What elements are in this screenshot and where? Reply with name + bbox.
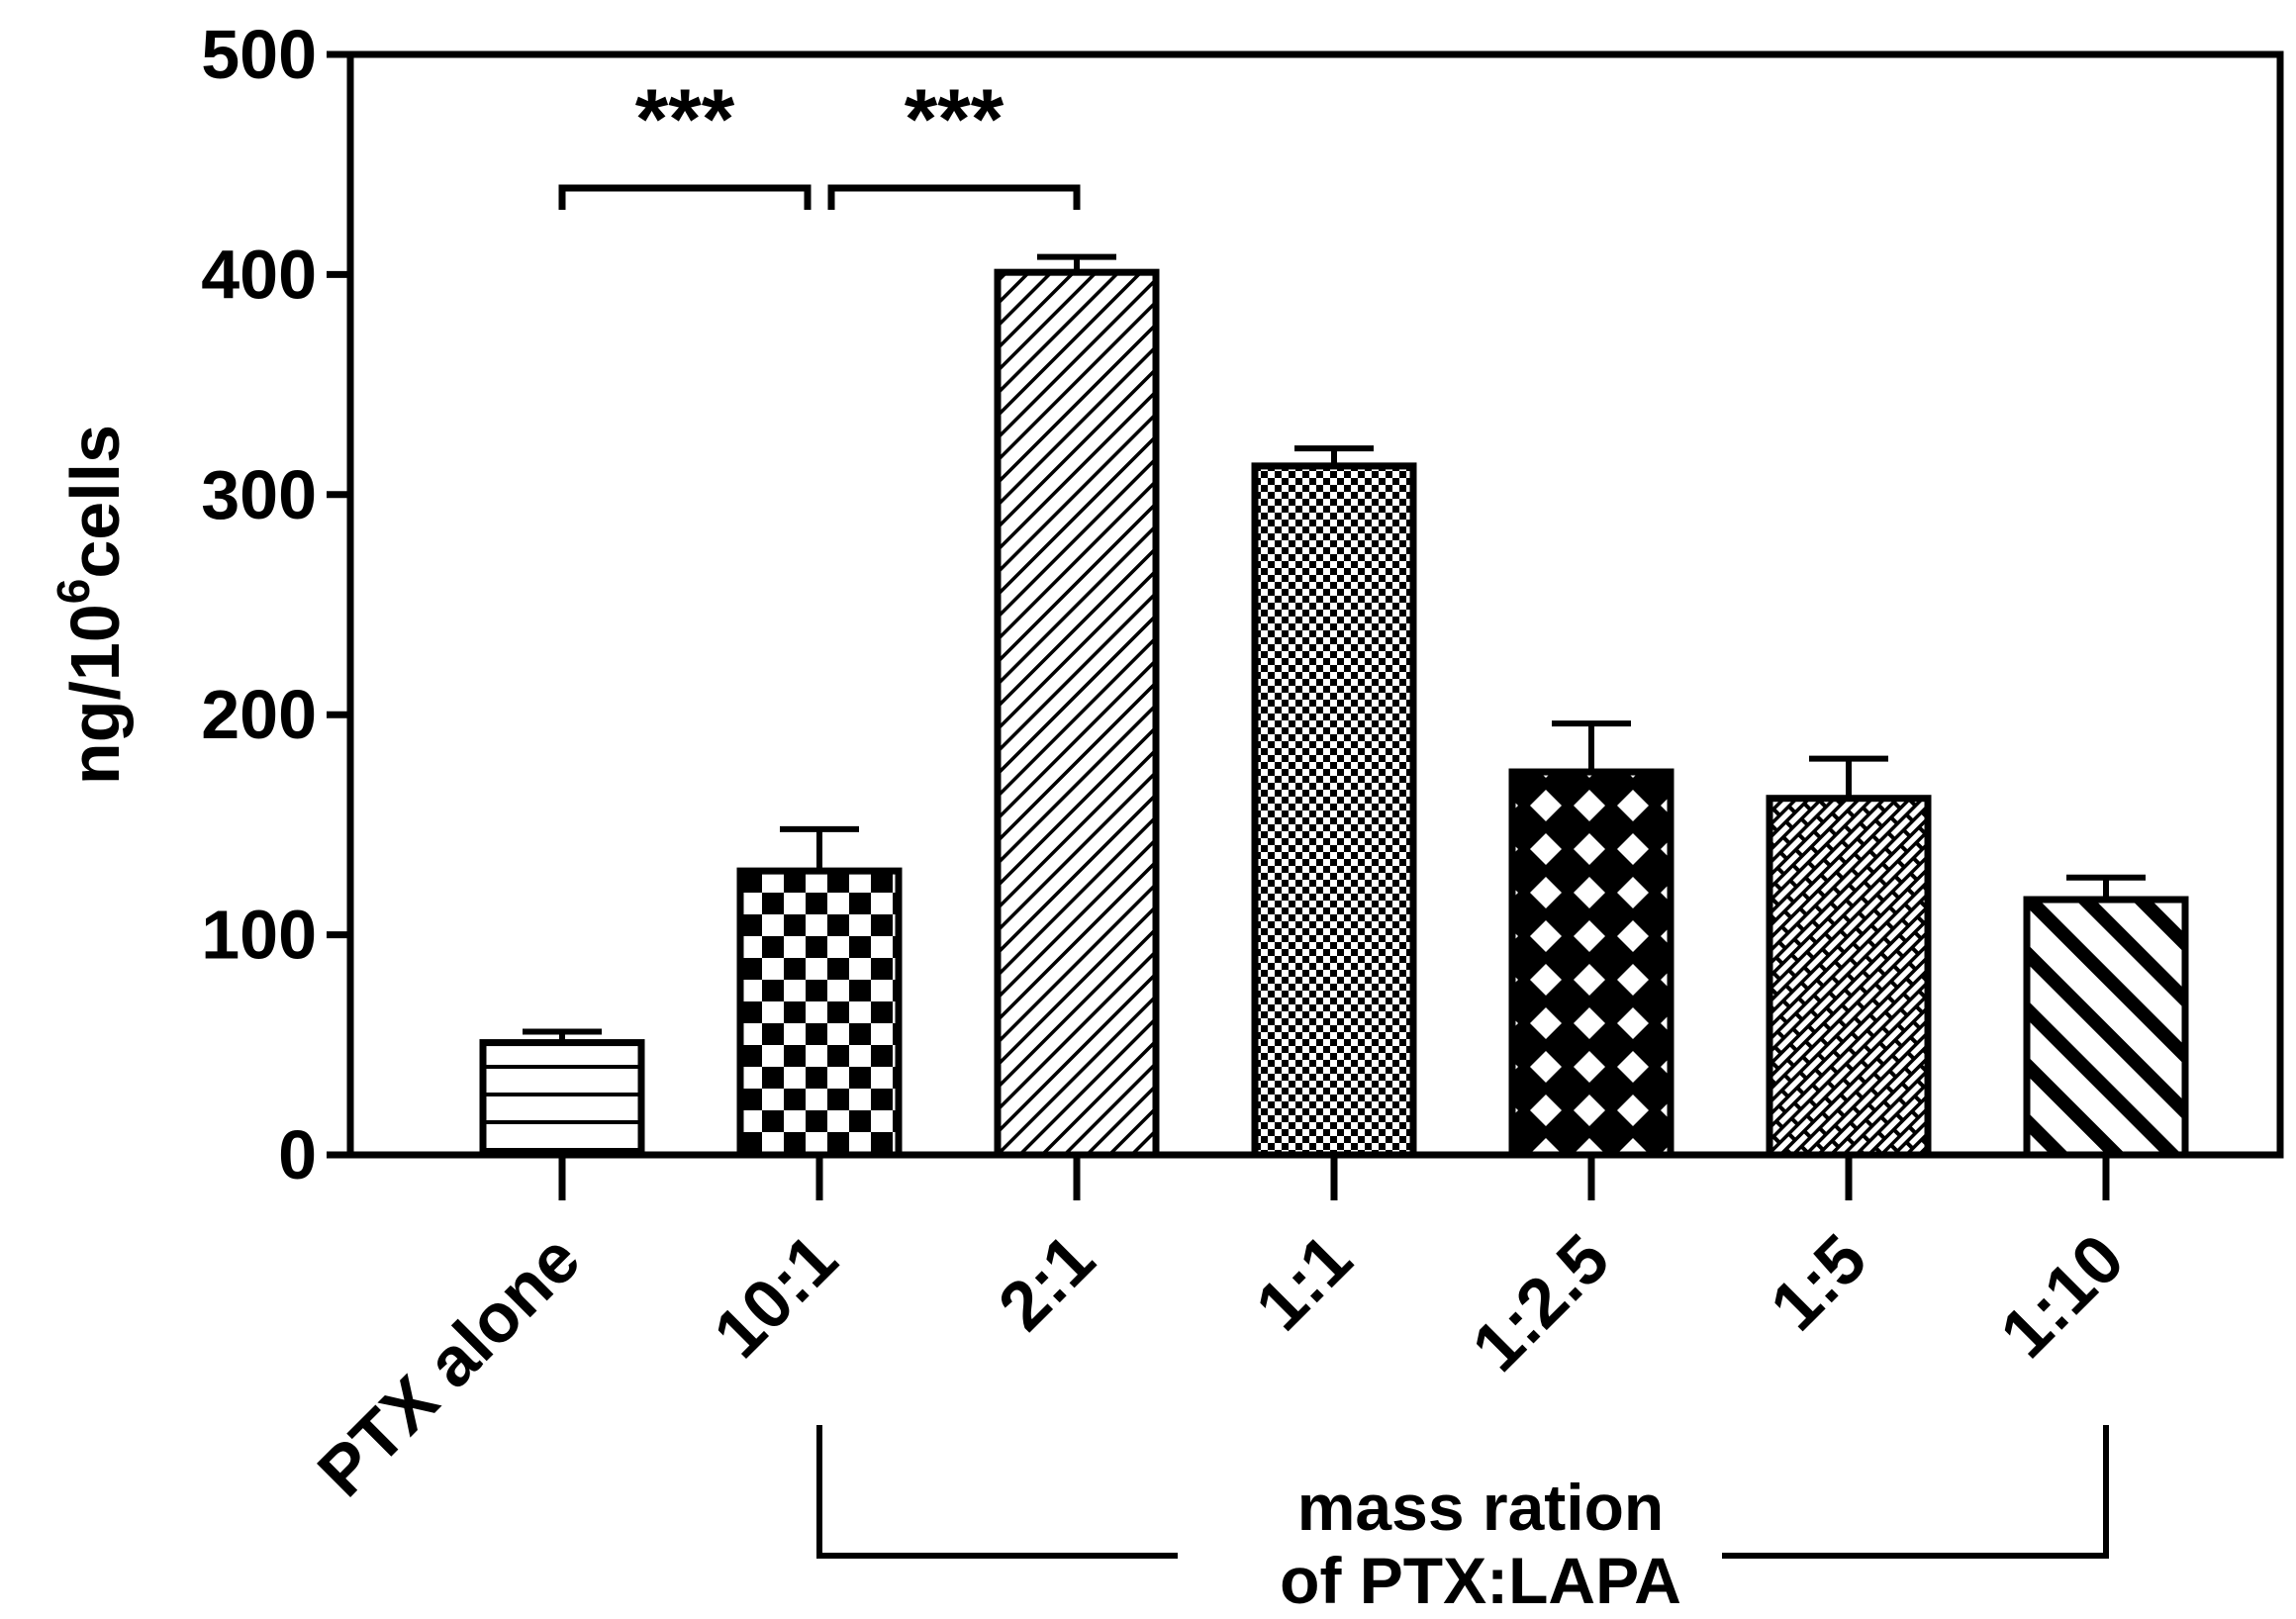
- significance-group: *** ***: [558, 72, 1081, 210]
- significance-bracket: [827, 184, 1081, 210]
- significance-bracket: [558, 184, 812, 210]
- bar: [2023, 896, 2189, 1159]
- y-tick-label: 500: [201, 16, 317, 93]
- y-axis: 0 100 200 300 400 500: [201, 16, 350, 1193]
- y-axis-label-pre: ng/10: [56, 604, 134, 785]
- group-bracket: mass ration of PTX:LAPA: [816, 1425, 2109, 1617]
- group-bracket-line: [816, 1425, 2109, 1559]
- significance-label: ***: [905, 72, 1004, 167]
- y-axis-label-sup: 6: [48, 579, 99, 605]
- y-tick-label: 300: [201, 456, 317, 533]
- bars-group: [479, 253, 2189, 1159]
- x-tick-label: 1:5: [1756, 1219, 1881, 1345]
- x-tick-label: 1:1: [1241, 1219, 1367, 1345]
- significance-label: ***: [635, 72, 735, 167]
- x-tick-label: 2:1: [984, 1219, 1109, 1345]
- bar: [1508, 768, 1674, 1159]
- y-tick-label: 0: [278, 1116, 317, 1193]
- y-axis-label-post: cells: [56, 425, 134, 579]
- x-tick-label: PTX alone: [303, 1219, 594, 1510]
- y-tick-label: 200: [201, 676, 317, 753]
- x-tick-label: 1:2.5: [1458, 1219, 1624, 1385]
- x-axis: PTX alone 10:1 2:1 1:1 1:2.5 1:5 1:10: [303, 1155, 2139, 1511]
- bar: [994, 268, 1160, 1159]
- y-tick-label: 100: [201, 897, 317, 974]
- bar: [736, 867, 903, 1159]
- y-axis-label: ng/106cells: [48, 425, 134, 785]
- y-tick-label: 400: [201, 236, 317, 313]
- x-tick-label: 10:1: [699, 1219, 851, 1372]
- bar: [1251, 462, 1417, 1159]
- group-label-line-2: of PTX:LAPA: [1280, 1544, 1681, 1617]
- bar: [1766, 795, 1932, 1159]
- x-tick-label: 1:10: [1985, 1219, 2138, 1372]
- group-label-line-1: mass ration: [1297, 1471, 1664, 1544]
- bar: [479, 1039, 645, 1159]
